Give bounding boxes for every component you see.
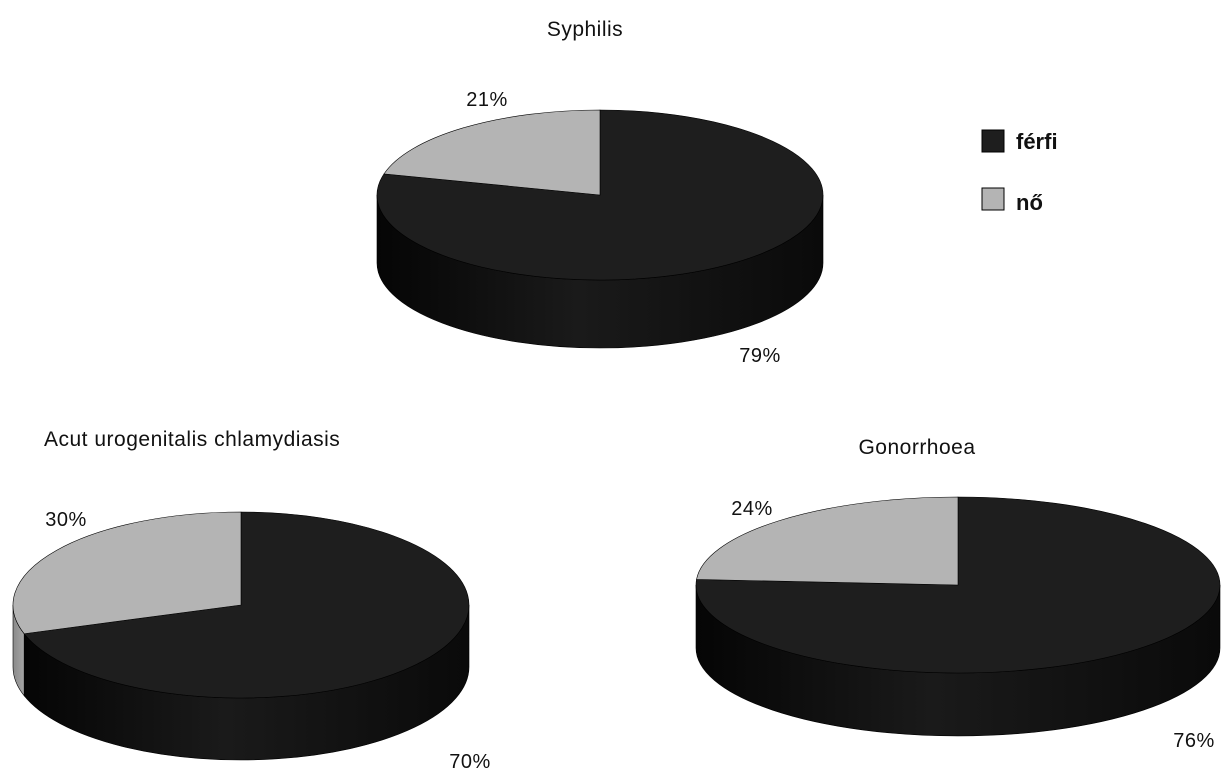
legend-label-no: nő [1016,190,1043,215]
legend-label-ferfi: férfi [1016,129,1058,154]
pie-chart-0: Syphilis 79% 21% [376,18,824,367]
data-label-2-0: 76% [1173,730,1215,752]
legend-swatch-no [981,187,1005,211]
pie-slice-0-1 [383,109,601,196]
legend-item-ferfi: férfi [981,129,1058,154]
pie-slice-1-1 [12,511,242,635]
chart-title-0: Syphilis [547,18,623,41]
data-label-1-0: 70% [449,751,491,773]
pie-side-walls-1 [12,604,470,761]
pie-slice-1-0 [23,511,470,699]
data-label-1-1: 30% [45,509,87,531]
data-label-2-1: 24% [731,498,773,520]
pie-chart-1: Acut urogenitalis chlamydiasis 70% 30% [12,428,491,773]
pie-chart-2: Gonorrhoea 76% 24% [695,436,1221,752]
pie-slice-2-0 [695,496,1221,674]
legend-item-no: nő [981,187,1043,215]
legend: férfi nő [981,129,1058,215]
pie-slice-2-1 [696,496,959,586]
chart-title-1: Acut urogenitalis chlamydiasis [44,428,340,451]
data-label-0-0: 79% [739,345,781,367]
data-label-0-1: 21% [466,89,508,111]
chart-title-2: Gonorrhoea [858,436,975,459]
legend-swatch-ferfi [981,129,1005,153]
